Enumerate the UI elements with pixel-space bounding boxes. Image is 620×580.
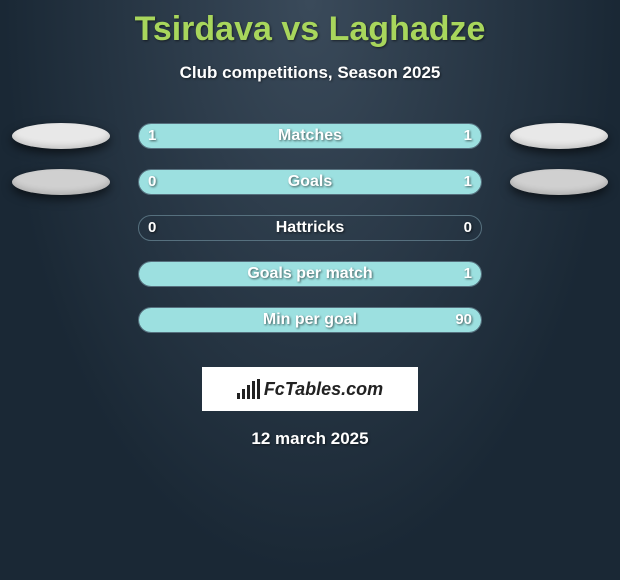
bar-fill-right — [139, 170, 481, 194]
bar-container — [138, 123, 482, 149]
bar-container — [138, 169, 482, 195]
bar-fill-right — [139, 262, 481, 286]
stat-row: Goals01 — [0, 169, 620, 215]
stat-value-left: 0 — [148, 215, 156, 241]
stat-row: Matches11 — [0, 123, 620, 169]
stat-value-right: 0 — [464, 215, 472, 241]
bar-container — [138, 307, 482, 333]
player-oval-right — [510, 169, 608, 195]
stat-row: Goals per match1 — [0, 261, 620, 307]
bar-container — [138, 215, 482, 241]
bar-fill-right — [139, 308, 481, 332]
comparison-rows: Matches11Goals01Hattricks00Goals per mat… — [0, 123, 620, 353]
player-oval-left — [12, 123, 110, 149]
stat-row: Hattricks00 — [0, 215, 620, 261]
player-oval-left — [12, 169, 110, 195]
stat-value-left: 0 — [148, 169, 156, 195]
logo-box: FcTables.com — [202, 367, 418, 411]
subtitle: Club competitions, Season 2025 — [0, 63, 620, 83]
bar-container — [138, 261, 482, 287]
stat-row: Min per goal90 — [0, 307, 620, 353]
page-title: Tsirdava vs Laghadze — [0, 0, 620, 49]
stat-value-right: 1 — [464, 169, 472, 195]
player-oval-right — [510, 123, 608, 149]
date-label: 12 march 2025 — [0, 429, 620, 449]
stat-value-right: 90 — [455, 307, 472, 333]
stat-value-right: 1 — [464, 123, 472, 149]
stat-value-left: 1 — [148, 123, 156, 149]
stat-value-right: 1 — [464, 261, 472, 287]
bar-fill-left — [139, 124, 310, 148]
logo-text: FcTables.com — [264, 379, 383, 400]
bar-fill-right — [310, 124, 481, 148]
chart-icon — [237, 379, 260, 399]
